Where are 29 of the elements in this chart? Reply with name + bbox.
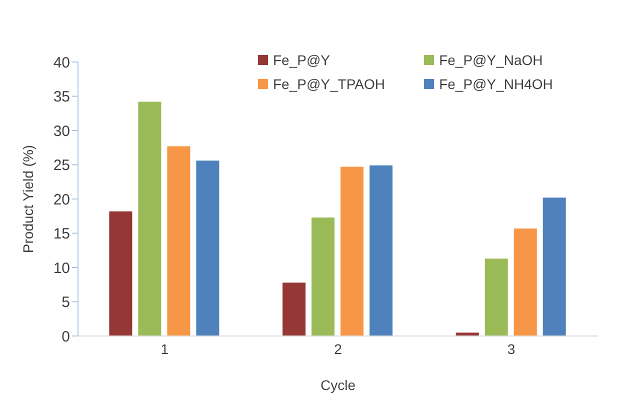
y-tick-label: 40 <box>53 54 70 72</box>
bar <box>514 228 537 336</box>
x-tick-label: 1 <box>160 340 169 357</box>
bar <box>312 217 335 336</box>
y-tick-label: 25 <box>53 157 70 174</box>
y-tick-label: 20 <box>53 191 70 208</box>
y-tick-label: 10 <box>53 260 70 277</box>
bar <box>138 102 162 336</box>
bar <box>340 166 364 336</box>
y-tick-label: 15 <box>53 226 70 243</box>
bar <box>109 211 132 336</box>
legend-label: Fe_P@Y_TPAOH <box>273 76 385 92</box>
legend-label: Fe_P@Y_NH4OH <box>439 76 553 92</box>
x-axis-title: Cycle <box>320 377 356 393</box>
y-tick-label: 5 <box>62 294 70 312</box>
bar <box>370 165 393 336</box>
bar <box>196 160 220 336</box>
x-tick-label: 3 <box>507 340 516 357</box>
bar <box>167 146 190 336</box>
legend-label: Fe_P@Y <box>273 52 330 68</box>
x-tick-label: 2 <box>334 340 342 357</box>
bar <box>282 282 306 336</box>
y-tick-label: 0 <box>62 328 70 346</box>
y-axis-title: Product Yield (%) <box>20 144 36 254</box>
bar <box>484 258 508 336</box>
legend-label: Fe_P@Y_NaOH <box>439 52 543 68</box>
bar <box>542 198 566 336</box>
y-tick-label: 30 <box>53 122 70 140</box>
y-tick-label: 35 <box>53 88 70 106</box>
